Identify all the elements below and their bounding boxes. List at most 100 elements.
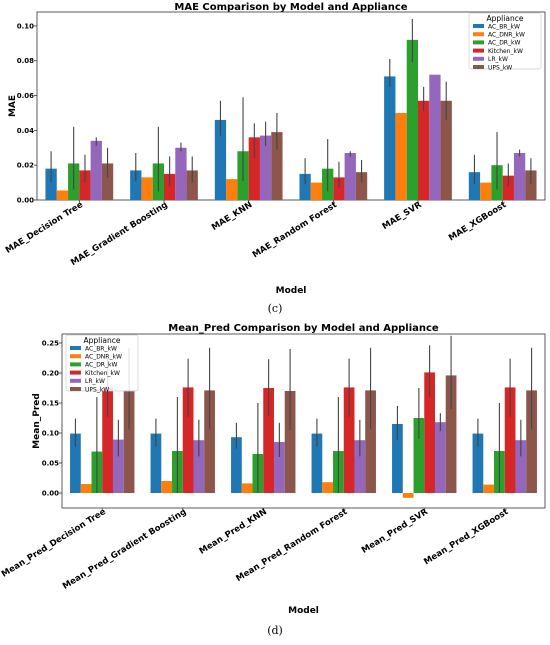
bar-AC_BR_kW-1 xyxy=(150,433,162,493)
y-tick-label: 0.02 xyxy=(17,162,34,170)
bar-AC_BR_kW-0 xyxy=(45,168,57,200)
bar-LR_kW-2 xyxy=(273,442,285,493)
legend-frame xyxy=(468,12,542,70)
bar-LR_kW-5 xyxy=(513,153,526,200)
legend-entry: Kitchen_kW xyxy=(85,370,120,377)
legend-entry: LR_kW xyxy=(85,378,105,385)
legend-swatch xyxy=(70,354,81,359)
legend-swatch xyxy=(70,387,81,391)
bar-LR_kW-0 xyxy=(90,140,102,200)
bar-Kitchen_kW-1 xyxy=(182,387,194,493)
legend-entry: AC_DNR_kW xyxy=(488,32,525,39)
bar-UPS_kW-2 xyxy=(284,391,296,493)
y-tick-label: 0.00 xyxy=(17,197,34,205)
legend-entry: UPS_kW xyxy=(488,64,512,71)
x-tick-label: Mean_Pred_XGBoost xyxy=(422,507,510,567)
bar-AC_DNR_kW-5 xyxy=(480,182,492,200)
y-axis-label: Mean_Pred xyxy=(32,393,42,449)
bar-Kitchen_kW-3 xyxy=(343,387,355,493)
y-tick-label: 0.00 xyxy=(42,490,59,498)
legend-swatch xyxy=(70,346,81,350)
bar-Kitchen_kW-0 xyxy=(102,387,113,493)
x-tick-label: MAE_Random Forest xyxy=(251,200,339,260)
legend-swatch xyxy=(473,48,484,53)
bar-AC_BR_kW-2 xyxy=(214,119,227,200)
bar-LR_kW-3 xyxy=(344,153,356,200)
plot-frame xyxy=(36,11,546,201)
chart-2: Mean_Pred Comparison by Model and Applia… xyxy=(0,323,546,637)
bar-LR_kW-4 xyxy=(434,422,446,493)
bar-AC_DNR_kW-1 xyxy=(141,177,153,200)
bar-UPS_kW-4 xyxy=(445,375,457,493)
bar-Kitchen_kW-5 xyxy=(504,387,516,493)
x-tick-label: Mean_Pred_KNN xyxy=(198,507,269,557)
bar-AC_BR_kW-4 xyxy=(392,424,403,493)
bar-UPS_kW-5 xyxy=(526,390,537,493)
bar-Kitchen_kW-4 xyxy=(418,100,430,200)
bar-UPS_kW-0 xyxy=(101,163,114,200)
x-axis-label: Model xyxy=(276,286,307,296)
x-tick-label: Mean_Pred_Gradient Boosting xyxy=(61,507,188,592)
y-tick-label: 0.25 xyxy=(42,340,59,348)
legend-swatch xyxy=(473,65,484,69)
bar-AC_DR_kW-4 xyxy=(413,418,425,493)
legend-swatch xyxy=(70,362,81,367)
x-tick-label: MAE_Decision Tree xyxy=(4,200,85,256)
legend-swatch xyxy=(473,56,484,61)
legend-entry: AC_DNR_kW xyxy=(85,354,122,361)
bar-Kitchen_kW-3 xyxy=(333,177,345,200)
x-tick-label: MAE_SVR xyxy=(381,200,424,232)
bar-AC_DNR_kW-3 xyxy=(322,482,334,493)
chart-title: Mean_Pred Comparison by Model and Applia… xyxy=(168,323,439,334)
legend-swatch xyxy=(473,40,484,45)
caption: (d) xyxy=(267,624,283,637)
legend-swatch xyxy=(473,32,484,37)
y-tick-label: 0.04 xyxy=(17,127,34,135)
y-tick-label: 0.08 xyxy=(17,57,34,65)
y-tick-label: 0.15 xyxy=(42,400,59,408)
legend-title: Appliance xyxy=(487,14,524,23)
chart-1: MAE Comparison by Model and Appliance 0.0… xyxy=(4,2,546,315)
legend-entry: AC_DR_kW xyxy=(85,362,117,369)
legend-swatch xyxy=(70,370,81,375)
bar-AC_BR_kW-5 xyxy=(472,433,484,493)
bar-LR_kW-1 xyxy=(175,147,187,200)
caption: (c) xyxy=(268,302,283,315)
bar-AC_BR_kW-3 xyxy=(299,173,311,200)
bar-UPS_kW-5 xyxy=(525,170,537,200)
y-axis-label: MAE xyxy=(8,95,18,117)
x-axis-label: Model xyxy=(288,606,319,616)
bar-Kitchen_kW-2 xyxy=(263,388,274,493)
bar-AC_DNR_kW-2 xyxy=(226,179,238,200)
bar-UPS_kW-3 xyxy=(365,390,376,493)
bar-AC_BR_kW-5 xyxy=(468,172,481,200)
legend-entry: Kitchen_kW xyxy=(488,48,523,55)
bar-AC_DNR_kW-2 xyxy=(241,483,253,493)
bar-LR_kW-1 xyxy=(193,440,205,493)
bar-LR_kW-4 xyxy=(429,74,441,200)
bar-AC_DR_kW-4 xyxy=(406,39,418,200)
bar-Kitchen_kW-1 xyxy=(164,173,176,200)
legend-entry: AC_BR_kW xyxy=(488,23,520,30)
bar-Kitchen_kW-2 xyxy=(248,137,260,200)
legend-entry: UPS_kW xyxy=(85,386,109,393)
bar-LR_kW-5 xyxy=(515,440,527,493)
bar-AC_DNR_kW-4 xyxy=(395,112,407,200)
bar-Kitchen_kW-0 xyxy=(79,170,91,200)
bar-AC_DNR_kW-0 xyxy=(80,484,92,493)
y-tick-label: 0.10 xyxy=(17,22,34,30)
legend-entry: LR_kW xyxy=(488,56,508,63)
x-tick-label: MAE_Gradient Boosting xyxy=(69,200,169,268)
bar-AC_BR_kW-1 xyxy=(130,170,142,200)
bar-AC_BR_kW-4 xyxy=(384,76,396,200)
bar-Kitchen_kW-5 xyxy=(502,175,514,200)
y-tick-label: 0.06 xyxy=(17,92,34,100)
bar-AC_DNR_kW-3 xyxy=(310,182,323,200)
legend-swatch xyxy=(70,378,81,383)
bar-LR_kW-3 xyxy=(354,440,366,493)
x-tick-label: MAE_KNN xyxy=(210,200,254,233)
bar-AC_DNR_kW-5 xyxy=(483,484,495,493)
